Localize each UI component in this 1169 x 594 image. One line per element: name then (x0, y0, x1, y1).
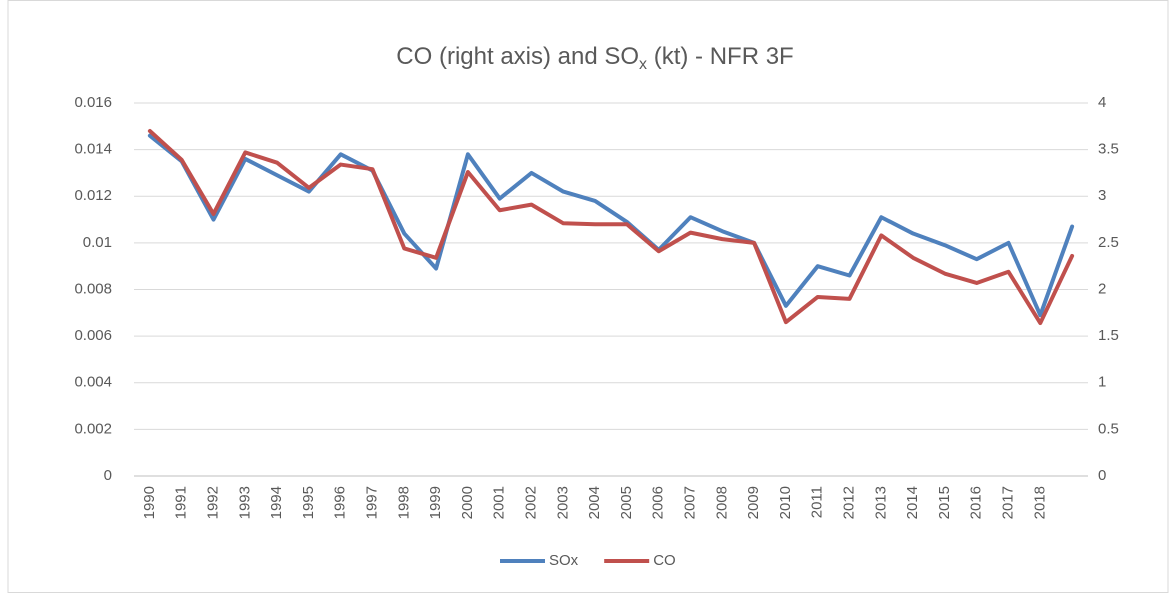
y-tick-label: 0.004 (74, 374, 112, 391)
title-subscript: x (639, 56, 647, 73)
x-tick-label: 1995 (300, 486, 317, 519)
x-tick-label: 2016 (968, 486, 985, 519)
title-text: (kt) - NFR 3F (647, 43, 794, 70)
y2-tick-label: 2.5 (1098, 234, 1119, 251)
y2-tick-label: 0.5 (1098, 420, 1119, 437)
x-tick-label: 2008 (713, 486, 730, 519)
y-tick-label: 0.002 (74, 420, 112, 437)
y-tick-label: 0.016 (74, 94, 112, 111)
title-text: CO (right axis) and SO (396, 43, 639, 70)
y-tick-label: 0.006 (74, 327, 112, 344)
x-tick-label: 1998 (395, 486, 412, 519)
y2-tick-label: 4 (1098, 94, 1106, 111)
x-tick-label: 2007 (681, 486, 698, 519)
x-tick-label: 2017 (999, 486, 1016, 519)
legend-label: SOx (549, 552, 579, 569)
x-tick-label: 1991 (173, 486, 190, 519)
x-tick-label: 1992 (204, 486, 221, 519)
x-tick-label: 2014 (904, 486, 921, 519)
y2-tick-label: 0 (1098, 467, 1106, 484)
y-tick-label: 0.014 (74, 141, 112, 158)
x-tick-label: 2005 (618, 486, 635, 519)
x-tick-label: 2013 (872, 486, 889, 519)
chart-frame (7, 0, 1169, 593)
x-tick-label: 1993 (236, 486, 253, 519)
x-tick-label: 2003 (554, 486, 571, 519)
y2-tick-label: 1.5 (1098, 327, 1119, 344)
x-tick-label: 2018 (1031, 486, 1048, 519)
x-tick-label: 1999 (427, 486, 444, 519)
x-tick-label: 1994 (268, 486, 285, 519)
x-tick-label: 2002 (522, 486, 539, 519)
x-tick-label: 2015 (936, 486, 953, 519)
y2-tick-label: 3 (1098, 187, 1106, 204)
x-tick-label: 2010 (777, 486, 794, 519)
y2-tick-label: 1 (1098, 374, 1106, 391)
series-line (147, 133, 1075, 318)
x-tick-label: 2011 (809, 486, 826, 518)
y-tick-label: 0.012 (74, 187, 112, 204)
y2-tick-label: 2 (1098, 280, 1106, 297)
series-line (147, 128, 1075, 326)
legend-label: CO (653, 552, 676, 569)
x-tick-label: 2009 (745, 486, 762, 519)
x-tick-label: 2004 (586, 486, 603, 519)
x-tick-label: 2001 (491, 486, 508, 519)
y-tick-label: 0.008 (74, 280, 112, 297)
x-tick-label: 1997 (363, 486, 380, 519)
x-tick-label: 2012 (840, 486, 857, 519)
x-tick-label: 1990 (141, 486, 158, 519)
x-tick-label: 1996 (332, 486, 349, 519)
y-tick-label: 0.01 (83, 234, 112, 251)
x-tick-label: 2006 (650, 486, 667, 519)
chart-title: CO (right axis) and SOx (kt) - NFR 3F (396, 43, 793, 73)
y-tick-label: 0 (104, 467, 112, 484)
x-tick-label: 2000 (459, 486, 476, 519)
y2-tick-label: 3.5 (1098, 141, 1119, 158)
